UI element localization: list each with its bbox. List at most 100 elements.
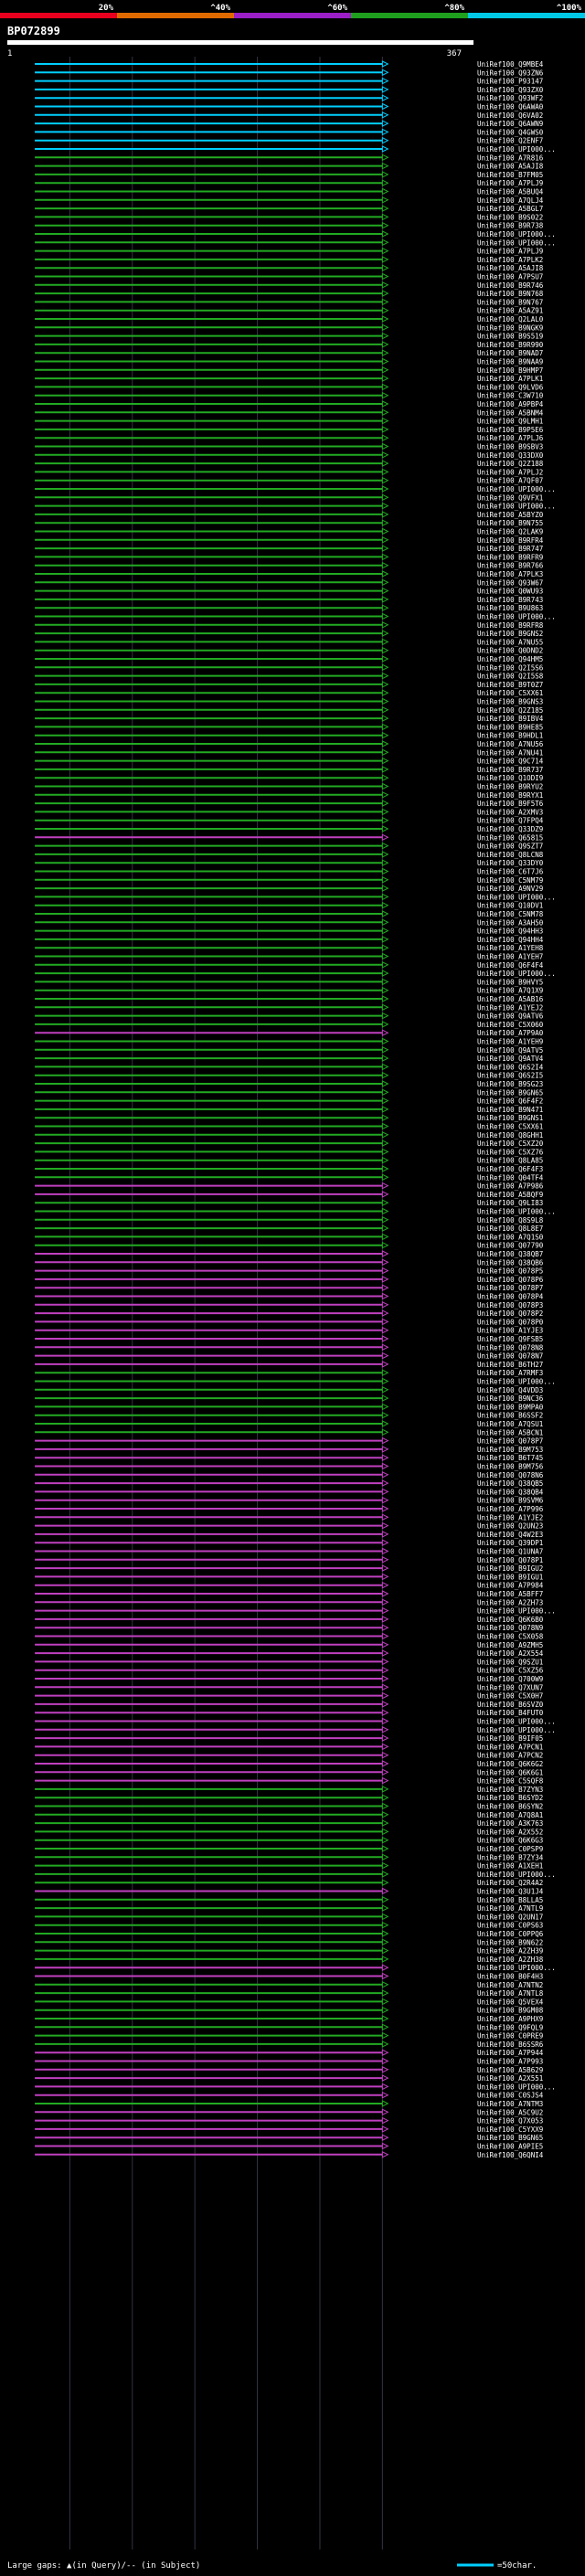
hit-label[interactable]: UniRef100_A7NTM3 (477, 2100, 543, 2108)
hit-row[interactable]: UniRef100_A7Q8A1 (35, 1811, 543, 1819)
hit-label[interactable]: UniRef100_B9GN65 (477, 1088, 543, 1097)
hit-label[interactable]: UniRef100_UPI000... (477, 970, 556, 978)
hit-row[interactable]: UniRef100_B4FUT0 (35, 1709, 544, 1717)
hit-row[interactable]: UniRef100_Q6K6G3 (35, 1837, 543, 1845)
hit-label[interactable]: UniRef100_Q33DY0 (477, 859, 544, 867)
hit-label[interactable]: UniRef100_A7NU41 (477, 748, 543, 757)
hit-row[interactable]: UniRef100_C0SJS4 (35, 2092, 544, 2100)
hit-label[interactable]: UniRef100_B9M756 (477, 1463, 544, 1471)
hit-row[interactable]: UniRef100_Q6AWA0 (35, 103, 544, 111)
hit-label[interactable]: UniRef100_Q2I5S6 (477, 663, 544, 672)
hit-row[interactable]: UniRef100_B9U863 (35, 604, 543, 612)
hit-row[interactable]: UniRef100_A5AZ91 (35, 307, 543, 315)
hit-label[interactable]: UniRef100_B6SVZ0 (477, 1701, 544, 1709)
hit-label[interactable]: UniRef100_Q078N7 (477, 1352, 543, 1361)
hit-label[interactable]: UniRef100_A2ZH73 (477, 1598, 543, 1606)
hit-label[interactable]: UniRef100_B9GNS2 (477, 630, 543, 638)
hit-row[interactable]: UniRef100_B9M753 (35, 1446, 543, 1454)
hit-label[interactable]: UniRef100_B9S022 (477, 213, 543, 221)
hit-row[interactable]: UniRef100_A3K763 (35, 1819, 543, 1828)
hit-row[interactable]: UniRef100_Q33DX0 (35, 451, 544, 460)
hit-label[interactable]: UniRef100_Q3U1J4 (477, 1888, 544, 1896)
hit-label[interactable]: UniRef100_C5XX61 (477, 1123, 543, 1131)
hit-row[interactable]: UniRef100_B9GNS2 (35, 630, 543, 638)
hit-label[interactable]: UniRef100_Q94HM5 (477, 655, 543, 663)
hit-row[interactable]: UniRef100_A5BFF7 (35, 1590, 543, 1598)
hit-label[interactable]: UniRef100_B9N767 (477, 298, 543, 306)
hit-row[interactable]: UniRef100_UPI000... (35, 230, 556, 239)
hit-label[interactable]: UniRef100_A2X551 (477, 2074, 543, 2083)
hit-row[interactable]: UniRef100_C5XZ20 (35, 1140, 544, 1148)
hit-row[interactable]: UniRef100_UPI000... (35, 503, 556, 511)
hit-row[interactable]: UniRef100_A7PCN1 (35, 1743, 543, 1751)
hit-label[interactable]: UniRef100_B9N471 (477, 1106, 543, 1114)
hit-label[interactable]: UniRef100_Q2LAL0 (477, 315, 544, 323)
hit-row[interactable]: UniRef100_B9RYX1 (35, 791, 543, 800)
hit-label[interactable]: UniRef100_C5X060 (477, 1021, 544, 1029)
hit-label[interactable]: UniRef100_B7ZY34 (477, 1853, 544, 1861)
hit-row[interactable]: UniRef100_A2X551 (35, 2074, 543, 2083)
hit-label[interactable]: UniRef100_B9RFR9 (477, 553, 543, 561)
hit-row[interactable]: UniRef100_Q2LAL0 (35, 315, 544, 323)
hit-label[interactable]: UniRef100_B9S519 (477, 333, 543, 341)
hit-row[interactable]: UniRef100_B9NGK9 (35, 323, 543, 332)
hit-row[interactable]: UniRef100_Q2R4A2 (35, 1879, 543, 1887)
hit-row[interactable]: UniRef100_UPI000... (35, 1208, 556, 1216)
hit-row[interactable]: UniRef100_A5BUQ4 (35, 188, 544, 196)
hit-row[interactable]: UniRef100_C5X060 (35, 1021, 544, 1029)
hit-row[interactable]: UniRef100_Q078P0 (35, 1318, 544, 1326)
hit-row[interactable]: UniRef100_Q38QB6 (35, 1258, 544, 1267)
hit-label[interactable]: UniRef100_Q6K6G2 (477, 1760, 543, 1768)
hit-label[interactable]: UniRef100_B0F4H3 (477, 1973, 543, 1981)
hit-row[interactable]: UniRef100_B9RYU2 (35, 783, 543, 791)
hit-row[interactable]: UniRef100_A1XEH1 (35, 1862, 543, 1871)
hit-row[interactable]: UniRef100_Q4W2E3 (35, 1531, 543, 1539)
hit-row[interactable]: UniRef100_B6SYN2 (35, 1803, 543, 1811)
hit-label[interactable]: UniRef100_Q8LCN8 (477, 851, 544, 859)
hit-label[interactable]: UniRef100_B9M753 (477, 1446, 543, 1454)
hit-row[interactable]: UniRef100_P93147 (35, 78, 543, 86)
hit-label[interactable]: UniRef100_A5BNM4 (477, 408, 544, 417)
hit-row[interactable]: UniRef100_B9HMP7 (35, 366, 543, 375)
hit-label[interactable]: UniRef100_UPI000... (477, 503, 556, 511)
hit-label[interactable]: UniRef100_C6T7J6 (477, 868, 544, 876)
hit-label[interactable]: UniRef100_A5AZ91 (477, 307, 543, 315)
hit-label[interactable]: UniRef100_A1XEH1 (477, 1862, 543, 1871)
hit-row[interactable]: UniRef100_UPI000... (35, 1378, 556, 1386)
hit-row[interactable]: UniRef100_Q9LMH1 (35, 418, 543, 426)
hit-row[interactable]: UniRef100_A1YEH8 (35, 944, 544, 952)
hit-label[interactable]: UniRef100_A1YEH8 (477, 944, 544, 952)
hit-row[interactable]: UniRef100_Q39DP1 (35, 1539, 543, 1547)
hit-row[interactable]: UniRef100_C5X058 (35, 1633, 544, 1641)
hit-label[interactable]: UniRef100_C5XZ56 (477, 1667, 544, 1675)
hit-row[interactable]: UniRef100_Q04TF4 (35, 1173, 544, 1182)
hit-label[interactable]: UniRef100_Q6K6G1 (477, 1768, 543, 1776)
hit-row[interactable]: UniRef100_C6T7J6 (35, 868, 544, 876)
hit-label[interactable]: UniRef100_UPI000... (477, 1726, 556, 1734)
hit-row[interactable]: UniRef100_C0PPQ6 (35, 1930, 544, 1938)
hit-row[interactable]: UniRef100_Q38QB7 (35, 1250, 543, 1258)
hit-row[interactable]: UniRef100_UPI000... (35, 1718, 556, 1726)
hit-label[interactable]: UniRef100_B9R746 (477, 281, 544, 290)
hit-label[interactable]: UniRef100_B9NAD7 (477, 349, 543, 357)
hit-label[interactable]: UniRef100_Q9C714 (477, 758, 544, 766)
hit-label[interactable]: UniRef100_B9HVY5 (477, 978, 543, 986)
hit-label[interactable]: UniRef100_Q6AWA0 (477, 103, 544, 111)
hit-row[interactable]: UniRef100_A7P993 (35, 2058, 543, 2066)
hit-label[interactable]: UniRef100_C5X0H7 (477, 1692, 543, 1701)
hit-row[interactable]: UniRef100_A7PSU7 (35, 273, 543, 281)
hit-row[interactable]: UniRef100_UPI000... (35, 1726, 556, 1734)
hit-row[interactable]: UniRef100_A7Q1S0 (35, 1233, 544, 1241)
hit-label[interactable]: UniRef100_Q2UN23 (477, 1522, 543, 1531)
hit-label[interactable]: UniRef100_A7QLJ4 (477, 196, 544, 205)
hit-row[interactable]: UniRef100_Q4VDD3 (35, 1386, 543, 1394)
hit-row[interactable]: UniRef100_B9R747 (35, 545, 543, 553)
hit-label[interactable]: UniRef100_C0PPQ6 (477, 1930, 544, 1938)
hit-label[interactable]: UniRef100_UPI000... (477, 1607, 556, 1616)
hit-row[interactable]: UniRef100_Q9FQL9 (35, 2023, 543, 2031)
hit-row[interactable]: UniRef100_A5B629 (35, 2066, 543, 2074)
hit-row[interactable]: UniRef100_C3W710 (35, 392, 544, 400)
hit-row[interactable]: UniRef100_A7PLJ6 (35, 434, 544, 442)
hit-row[interactable]: UniRef100_Q6F4F3 (35, 1165, 543, 1173)
hit-label[interactable]: UniRef100_A7PLJ9 (477, 248, 543, 256)
